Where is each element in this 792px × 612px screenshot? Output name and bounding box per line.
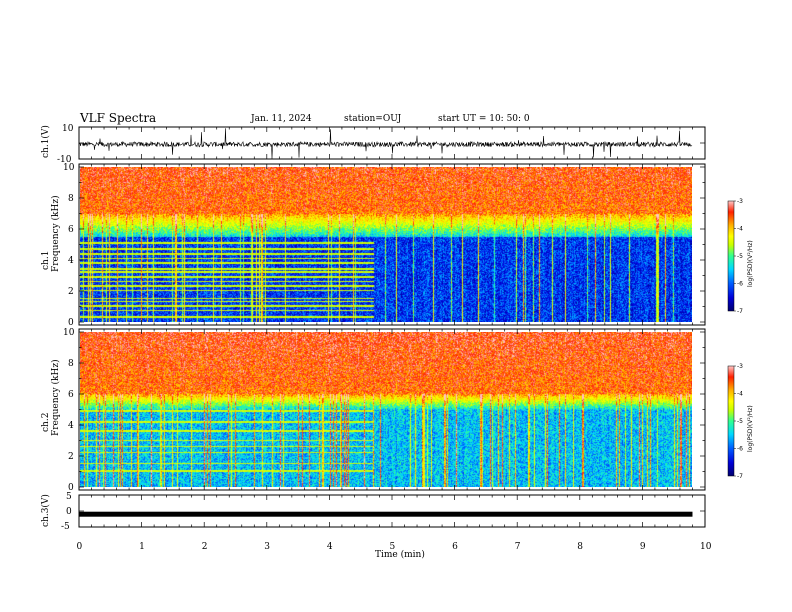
start-time-label: start UT = 10: 50: 0 [438, 114, 530, 124]
time-xtick-label: 8 [577, 542, 583, 552]
ch2-spec-ytick-label: 0 [68, 483, 74, 493]
ch2-spec-colorbar-tick-label: -7 [737, 473, 743, 480]
ch1-spectrogram-image [80, 167, 692, 322]
ch2-spec-colorbar-tick-label: -5 [737, 418, 743, 425]
ch1-waveform-panel: 10 -10 ch.1(V) [40, 124, 706, 165]
ch2-spec-ytick-label: 2 [68, 452, 74, 462]
ch1-spec-ytick-label: 10 [63, 163, 75, 173]
time-xtick-label: 0 [77, 542, 83, 552]
ch1-spec-ytick-label: 6 [68, 225, 74, 235]
ch2-spec-ytick-label: 10 [63, 328, 75, 338]
ch3-ytick-bottom: -5 [61, 522, 70, 532]
ch1-spectrogram-panel: 0 2 4 6 8 10 ch.1 Frequency (kHz) [41, 163, 706, 328]
ch1-colorbar-label: log(PSD)(V²/Hz) [747, 240, 754, 287]
ch2-spec-colorbar-tick-label: -3 [737, 363, 743, 370]
ch1-spec-colorbar-tick-label: -5 [737, 253, 743, 260]
ch2-spec-ytick-label: 8 [68, 359, 74, 369]
ch3-ylabel: ch.3(V) [40, 494, 51, 527]
ch1-colorbar: -3 -4 -5 -6 -7 log(PSD)(V²/Hz) [727, 198, 754, 315]
ch3-ytick-mid: 0 [66, 507, 72, 517]
time-xtick-label: 3 [264, 542, 270, 552]
ch2-spectrogram-image [80, 332, 692, 487]
ch2-panel-label: ch.2 [41, 413, 51, 432]
ch3-ytick-top: 5 [66, 492, 72, 502]
time-xtick-label: 5 [390, 542, 396, 552]
time-xtick-label: 4 [327, 542, 333, 552]
time-xtick-label: 9 [640, 542, 646, 552]
ch1-spec-ytick-label: 8 [68, 194, 74, 204]
date-label: Jan. 11, 2024 [251, 114, 312, 124]
ch2-spec-colorbar-tick-label: -6 [737, 446, 743, 453]
ch2-colorbar-label: log(PSD)(V²/Hz) [747, 405, 754, 452]
ch1-ylabel: ch.1(V) [40, 125, 51, 158]
ch2-colorbar: -3 -4 -5 -6 -7 log(PSD)(V²/Hz) [727, 363, 754, 480]
ch1-waveform-line [78, 128, 693, 159]
ch2-freq-ylabel: Frequency (kHz) [50, 359, 61, 436]
time-xtick-label: 6 [452, 542, 458, 552]
ch1-freq-ylabel: Frequency (kHz) [50, 195, 61, 272]
ch1-spec-colorbar-tick-label: -6 [737, 281, 743, 288]
ch2-spec-ytick-label: 6 [68, 390, 74, 400]
ch1-ytick-top: 10 [62, 124, 74, 134]
time-xtick-label: 2 [202, 542, 208, 552]
ch1-spec-ytick-label: 2 [68, 287, 74, 297]
station-label: station=OUJ [344, 114, 402, 124]
ch2-spec-ytick-label: 4 [68, 421, 74, 431]
time-xlabel: Time (min) [375, 549, 425, 560]
ch1-panel-label: ch.1 [41, 251, 51, 270]
ch1-spec-ytick-label: 4 [68, 256, 74, 266]
ch1-spec-colorbar-tick-label: -4 [737, 226, 743, 233]
ch1-spec-colorbar-tick-label: -7 [737, 308, 743, 315]
ch1-spec-ytick-label: 0 [68, 318, 74, 328]
ch1-ytick-bottom: -10 [57, 155, 72, 165]
time-xtick-label: 10 [700, 542, 712, 552]
ch2-spectrogram-panel: 0 2 4 6 8 10 ch.2 Frequency (kHz) [41, 328, 706, 493]
ch1-spec-colorbar-tick-label: -3 [737, 198, 743, 205]
ch3-waveform-line [79, 511, 693, 517]
ch2-spec-colorbar-tick-label: -4 [737, 391, 743, 398]
figure-title: VLF Spectra [80, 111, 157, 125]
ch3-waveform-panel: 5 0 -5 ch.3(V) 0 1 2 3 4 5 6 7 8 9 10 Time (min) [40, 492, 712, 560]
time-xtick-label: 1 [139, 542, 145, 552]
time-xtick-label: 7 [515, 542, 521, 552]
